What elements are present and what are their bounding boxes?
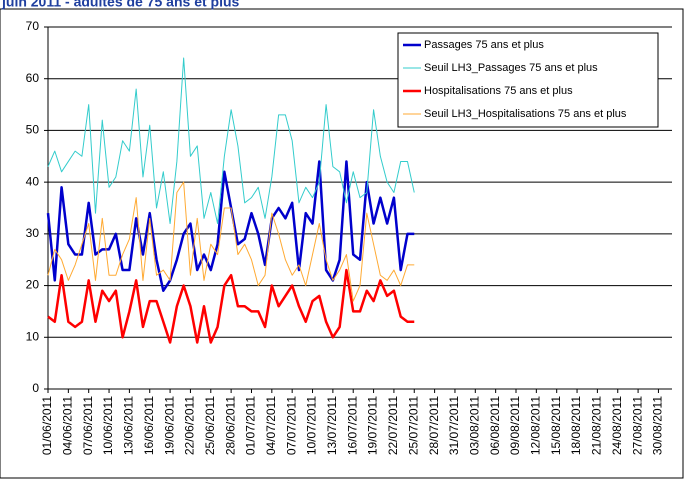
legend-label: Seuil LH3_Hospitalisations 75 ans et plu… (424, 108, 627, 120)
y-tick-label: 70 (26, 19, 40, 33)
x-tick-label: 25/06/2011 (203, 396, 217, 455)
legend-label: Hospitalisations 75 ans et plus (424, 85, 573, 97)
y-tick-label: 20 (26, 278, 40, 292)
x-tick-label: 13/06/2011 (122, 396, 136, 455)
x-tick-label: 19/07/2011 (366, 396, 380, 455)
x-tick-label: 25/07/2011 (406, 396, 420, 455)
x-tick-label: 27/08/2011 (630, 396, 644, 455)
x-tick-label: 28/07/2011 (427, 396, 441, 455)
x-tick-label: 31/07/2011 (447, 396, 461, 455)
legend-label: Passages 75 ans et plus (424, 39, 544, 51)
y-tick-label: 10 (26, 329, 40, 343)
x-tick-label: 06/08/2011 (488, 396, 502, 455)
y-tick-label: 40 (26, 174, 40, 188)
x-tick-label: 12/08/2011 (529, 396, 543, 455)
chart-title: juin 2011 - adultes de 75 ans et plus (1, 0, 240, 10)
series-line (47, 268, 415, 344)
y-tick-label: 30 (26, 226, 40, 240)
x-tick-label: 22/07/2011 (386, 396, 400, 455)
x-tick-label: 01/07/2011 (244, 396, 258, 455)
x-tick-label: 22/06/2011 (183, 396, 197, 455)
series-line (47, 181, 415, 302)
y-tick-label: 0 (32, 381, 39, 395)
x-tick-label: 04/07/2011 (264, 396, 278, 455)
x-tick-label: 01/06/2011 (40, 396, 54, 455)
x-tick-label: 07/06/2011 (81, 396, 95, 455)
x-tick-label: 18/08/2011 (569, 396, 583, 455)
x-tick-label: 09/08/2011 (508, 396, 522, 455)
x-tick-label: 21/08/2011 (590, 396, 604, 455)
legend-label: Seuil LH3_Passages 75 ans et plus (424, 62, 598, 74)
x-tick-label: 15/08/2011 (549, 396, 563, 455)
x-tick-label: 28/06/2011 (223, 396, 237, 455)
x-tick-label: 10/07/2011 (305, 396, 319, 455)
x-tick-label: 24/08/2011 (610, 396, 624, 455)
x-tick-label: 19/06/2011 (162, 396, 176, 455)
x-tick-label: 30/08/2011 (651, 396, 665, 455)
legend-box (397, 32, 659, 128)
x-tick-label: 16/06/2011 (142, 396, 156, 455)
x-tick-label: 07/07/2011 (284, 396, 298, 455)
y-tick-label: 50 (26, 123, 40, 137)
x-tick-label: 16/07/2011 (345, 396, 359, 455)
y-tick-label: 60 (26, 71, 40, 85)
x-tick-label: 10/06/2011 (101, 396, 115, 455)
x-tick-label: 03/08/2011 (467, 396, 481, 455)
x-tick-label: 13/07/2011 (325, 396, 339, 455)
x-tick-label: 04/06/2011 (61, 396, 75, 455)
series-line (47, 57, 415, 225)
